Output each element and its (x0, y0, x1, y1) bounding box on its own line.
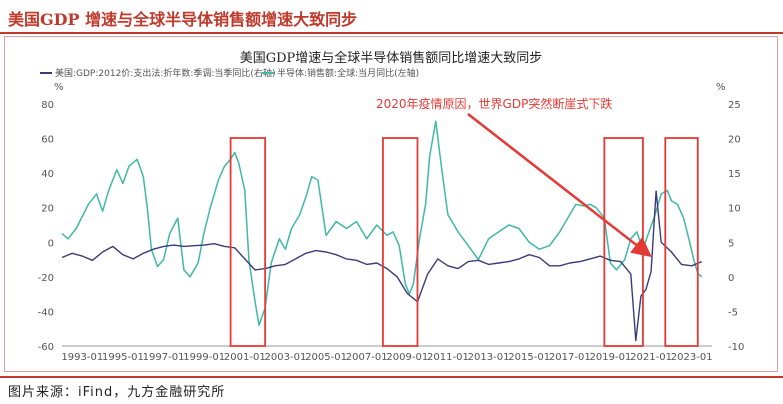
x-tick-label: 2007-01 (346, 352, 388, 363)
x-tick-label: 2021-01 (630, 352, 672, 363)
right-tick-label: 10 (728, 204, 741, 215)
x-tick-label: 1997-01 (143, 352, 185, 363)
left-axis-unit: % (54, 82, 64, 93)
footer: 图片来源：iFind，九方金融研究所 (0, 376, 783, 404)
header-rule (0, 32, 783, 34)
legend-label-gdp: 美国:GDP:2012价:支出法:折年数:季调:当季同比(右轴) (55, 67, 275, 79)
footer-rule (0, 376, 783, 378)
annotation-text: 2020年疫情原因，世界GDP突然断崖式下跌 (376, 96, 612, 111)
chart-title: 美国GDP增速与全球半导体销售额同比增速大致同步 (240, 50, 543, 66)
left-tick-label: 40 (41, 169, 54, 180)
highlight-box (382, 137, 419, 347)
x-tick-label: 2013-01 (468, 352, 510, 363)
right-tick-label: -10 (728, 342, 744, 353)
x-tick-label: 1999-01 (183, 352, 225, 363)
x-tick-label: 1995-01 (102, 352, 144, 363)
right-tick-label: 25 (728, 100, 741, 111)
x-tick-label: 2009-01 (386, 352, 428, 363)
left-tick-label: -40 (38, 307, 54, 318)
x-tick-label: 2023-01 (671, 352, 713, 363)
source-note: 图片来源：iFind，九方金融研究所 (8, 385, 226, 400)
right-tick-label: 20 (728, 135, 741, 146)
x-tick-label: 2019-01 (590, 352, 632, 363)
series-line-semiconductor (61, 120, 703, 327)
annotation-arrow (467, 113, 652, 258)
highlight-box (603, 137, 644, 347)
left-axis-ticks: 80 60 40 20 0 -20 -40 -60 (38, 100, 54, 353)
right-tick-label: 15 (728, 169, 741, 180)
left-tick-label: 60 (41, 135, 54, 146)
x-tick-label: 2005-01 (305, 352, 347, 363)
header-title: 美国GDP 增速与全球半导体销售额增速大致同步 (8, 10, 358, 29)
series-layer (61, 120, 703, 342)
series-line-gdp (61, 190, 703, 342)
left-tick-label: -60 (38, 342, 54, 353)
legend: 美国:GDP:2012价:支出法:折年数:季调:当季同比(右轴) 半导体:销售额… (40, 67, 419, 79)
x-tick-label: 1993-01 (61, 352, 103, 363)
x-tick-label: 2017-01 (549, 352, 591, 363)
left-tick-label: -20 (38, 273, 54, 284)
left-tick-label: 0 (48, 238, 54, 249)
highlight-box (664, 137, 699, 347)
right-tick-label: -5 (728, 307, 738, 318)
legend-label-semi: 半导体:销售额:全球:当月同比(左轴) (277, 67, 419, 79)
right-axis-unit: % (716, 82, 726, 93)
header: 美国GDP 增速与全球半导体销售额增速大致同步 (0, 0, 783, 34)
left-tick-label: 80 (41, 100, 54, 111)
highlight-boxes (229, 137, 699, 347)
right-tick-label: 5 (728, 238, 734, 249)
x-tick-label: 2011-01 (427, 352, 469, 363)
right-tick-label: 0 (728, 273, 734, 284)
left-tick-label: 20 (41, 204, 54, 215)
right-axis-ticks: 25 20 15 10 5 0 -5 -10 (728, 100, 744, 353)
chart-frame (4, 36, 778, 372)
x-tick-label: 2001-01 (224, 352, 266, 363)
x-tick-label: 2003-01 (265, 352, 307, 363)
x-tick-label: 2015-01 (508, 352, 550, 363)
x-axis-ticks: 1993-011995-011997-011999-012001-012003-… (61, 352, 712, 363)
highlight-box (229, 137, 267, 347)
